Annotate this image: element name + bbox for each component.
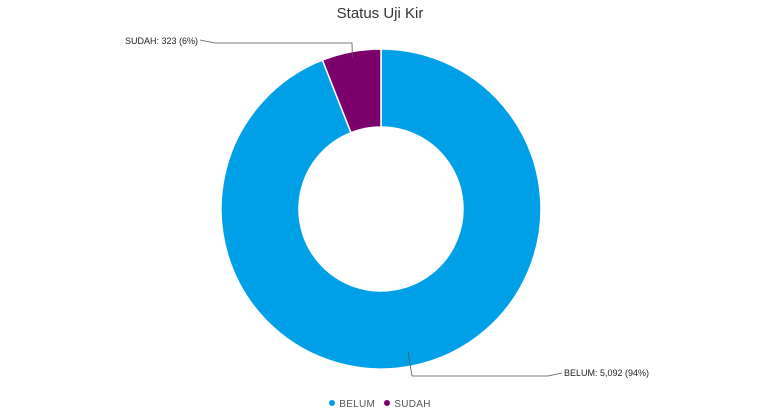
slice-sudah[interactable]: [321, 48, 382, 134]
leader-line-belum: [407, 351, 563, 377]
chart-title: Status Uji Kir: [336, 5, 424, 22]
slice-belum[interactable]: [220, 48, 542, 370]
legend-marker-belum: [329, 400, 336, 406]
data-label-sudah: SUDAH: 323 (6%): [125, 36, 198, 46]
legend-item-sudah[interactable]: SUDAH: [384, 399, 431, 410]
leader-line-sudah: [199, 39, 353, 58]
legend-item-belum[interactable]: BELUM: [329, 399, 375, 410]
data-label-belum: BELUM: 5,092 (94%): [564, 368, 649, 378]
legend-label-sudah: SUDAH: [394, 399, 431, 410]
legend: BELUM SUDAH: [0, 399, 760, 410]
legend-label-belum: BELUM: [339, 399, 376, 410]
legend-marker-sudah: [384, 400, 391, 406]
slices: [220, 48, 542, 370]
leader-lines: [199, 39, 563, 377]
